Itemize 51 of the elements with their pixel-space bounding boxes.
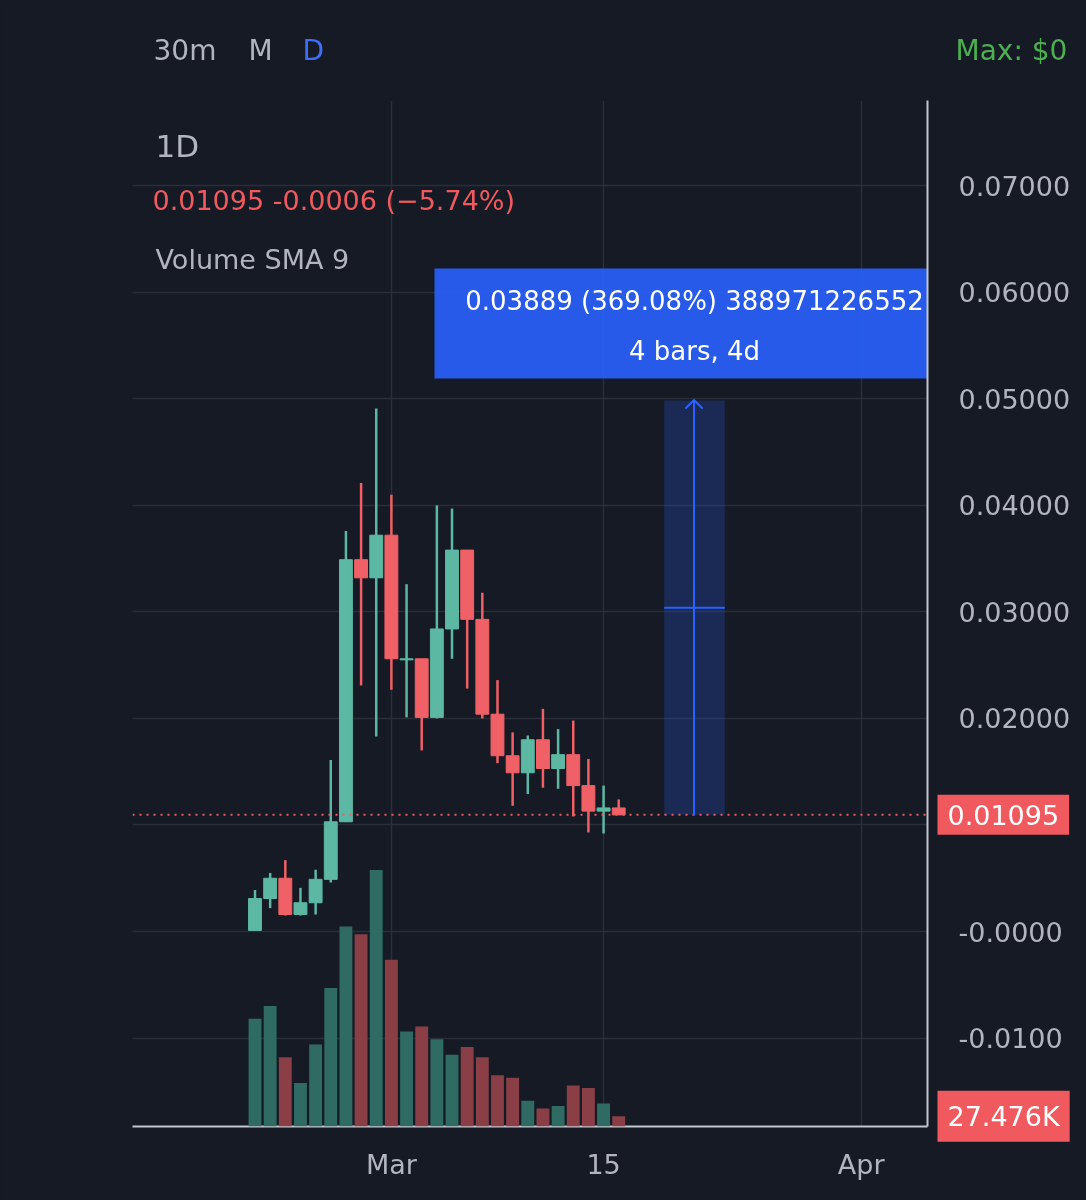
candlestick (399, 582, 414, 719)
bar (263, 1005, 277, 1127)
chart-title: Volume SMA 9 (155, 244, 350, 275)
candlestick (293, 886, 308, 917)
annotation: 0.01095 -0.0006 (−5.74%) (152, 185, 515, 216)
x-tick-label: 15 (586, 1148, 621, 1180)
bar (597, 1103, 611, 1127)
bar (551, 1105, 565, 1127)
bar (612, 1116, 626, 1127)
y-tick-label: -0.0000 (958, 916, 1063, 948)
bar (521, 1100, 535, 1127)
bar (430, 1039, 444, 1127)
y-tick-label: 0.07000 (958, 170, 1071, 202)
text: M (248, 34, 273, 67)
bar (581, 1088, 595, 1127)
y-tick-label: 0.02000 (958, 703, 1071, 735)
bar (369, 870, 383, 1127)
bar (400, 1031, 413, 1127)
bar (506, 1077, 520, 1127)
bar (294, 1082, 307, 1127)
bar (248, 1018, 262, 1127)
candlestick (596, 784, 611, 835)
bar (445, 1054, 459, 1127)
text: Max: $0 (955, 34, 1068, 67)
bar (278, 1057, 292, 1127)
annotation: 0.03889 (369.08%) 388971226552 (465, 285, 924, 316)
text: 1D (155, 127, 200, 164)
bar (491, 1075, 504, 1127)
bar (309, 1044, 323, 1127)
bar (566, 1085, 580, 1127)
annotation: 4 bars, 4d (628, 335, 761, 366)
bar (475, 1057, 489, 1127)
y-tick-label: -0.0100 (958, 1023, 1063, 1055)
y-tick-label: 0.04000 (958, 490, 1071, 522)
y-tick-label: 0.06000 (958, 277, 1071, 309)
bar (384, 959, 398, 1127)
bar (354, 934, 368, 1127)
text: D (302, 34, 325, 67)
candlestick (354, 481, 369, 687)
y-tick-label: 0.05000 (958, 383, 1071, 415)
y-tick-label: 0.03000 (958, 596, 1071, 628)
bar (460, 1046, 474, 1127)
text: 30m (153, 34, 217, 67)
x-tick-label: Apr (837, 1148, 886, 1180)
bar (339, 926, 353, 1127)
text: 27.476K (947, 1100, 1061, 1132)
ref-line-label: 0.01095 (947, 799, 1060, 831)
candlestick (551, 727, 566, 791)
bar (324, 987, 338, 1127)
bar (415, 1026, 429, 1127)
x-tick-label: Mar (365, 1148, 418, 1180)
